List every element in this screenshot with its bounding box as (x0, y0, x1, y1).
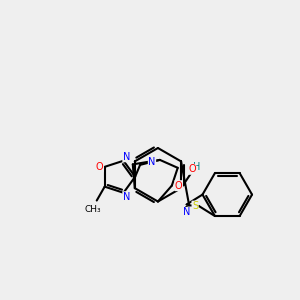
Text: CH₃: CH₃ (85, 205, 101, 214)
Text: N: N (148, 157, 156, 167)
Text: O: O (96, 162, 103, 172)
Text: H: H (193, 162, 201, 172)
Text: S: S (192, 201, 198, 211)
Text: O: O (188, 164, 196, 174)
Text: O: O (175, 181, 182, 191)
Text: N: N (123, 192, 130, 202)
Text: N: N (183, 207, 190, 218)
Text: N: N (123, 152, 130, 162)
